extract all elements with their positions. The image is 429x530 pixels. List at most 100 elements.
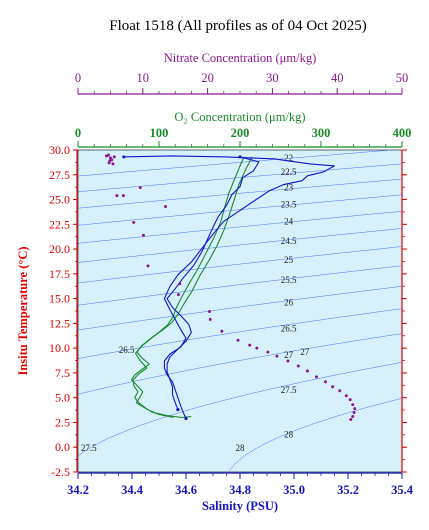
- oxygen-profile-line: [132, 156, 253, 419]
- isopycnal-label: 22: [284, 153, 293, 163]
- temperature-axis-label: Insitu Temperature (°C): [16, 246, 30, 375]
- nitrate-tick-label: 10: [137, 71, 150, 85]
- isopycnal-line: [77, 246, 403, 284]
- isopycnal-line: [77, 149, 392, 177]
- temperature-tick-label: 5.0: [55, 391, 70, 405]
- nitrate-point: [348, 398, 352, 402]
- oxygen-tick-label: 400: [393, 126, 412, 140]
- isopycnal-label: 24: [284, 216, 294, 226]
- isopycnal-label: 28: [284, 429, 294, 439]
- nitrate-point: [351, 403, 355, 407]
- isopycnal-line: [77, 211, 403, 244]
- nitrate-point: [138, 186, 142, 190]
- nitrate-point: [141, 233, 145, 237]
- nitrate-point: [353, 407, 357, 411]
- salinity-profile-point: [122, 155, 126, 159]
- isopycnal-label: 26.5: [281, 323, 297, 333]
- nitrate-point: [351, 415, 355, 419]
- temperature-tick-label: 0.0: [55, 440, 70, 454]
- nitrate-point: [296, 364, 300, 368]
- chart-title: Float 1518 (All profiles as of 04 Oct 20…: [109, 18, 366, 34]
- salinity-axis-label: Salinity (PSU): [202, 499, 278, 513]
- nitrate-point: [352, 411, 356, 415]
- salinity-tick-label: 34.8: [229, 483, 251, 497]
- temperature-tick-label: 12.5: [49, 316, 70, 330]
- oxygen-tick-label: 100: [150, 126, 169, 140]
- isopycnal-line: [77, 333, 403, 395]
- isopycnal-label: 25: [284, 255, 294, 265]
- oxygen-tick-label: 300: [312, 126, 331, 140]
- plot-area: [77, 149, 403, 473]
- oxygen-axis-label: O₂ Concentration (μm/kg): [174, 110, 305, 124]
- nitrate-tick-label: 40: [331, 71, 344, 85]
- nitrate-tick-label: 0: [75, 71, 81, 85]
- nitrate-point: [248, 343, 252, 347]
- nitrate-point: [266, 350, 270, 354]
- isopycnal-line: [77, 163, 403, 193]
- isopycnal-label: 27: [284, 350, 294, 360]
- nitrate-point: [107, 161, 111, 165]
- nitrate-point: [163, 204, 167, 208]
- nitrate-point: [110, 158, 114, 162]
- salinity-tick-label: 34.4: [121, 483, 144, 497]
- nitrate-point: [349, 417, 353, 421]
- isopycnal-line: [77, 286, 403, 331]
- salinity-tick-label: 34.2: [67, 483, 89, 497]
- salinity-profile-point: [238, 155, 242, 159]
- data-layer: [105, 153, 357, 421]
- isopycnal-label: 24.5: [281, 236, 297, 246]
- isopycnal-label: 27.5: [81, 443, 97, 453]
- salinity-tick-label: 35.4: [391, 483, 414, 497]
- temperature-tick-label: 17.5: [49, 267, 70, 281]
- temperature-tick-label: -2.5: [51, 465, 70, 479]
- nitrate-point: [314, 375, 318, 379]
- isopycnal-label: 23.5: [281, 199, 297, 209]
- nitrate-point: [112, 155, 116, 159]
- isopycnal-label: 26: [284, 298, 294, 308]
- temperature-tick-label: 20.0: [49, 242, 70, 256]
- isopycnal-line: [77, 265, 403, 306]
- isopycnal-line: [229, 398, 403, 471]
- nitrate-point: [255, 346, 259, 350]
- nitrate-point: [106, 153, 110, 157]
- temperature-tick-label: 7.5: [55, 366, 70, 380]
- nitrate-point: [121, 194, 125, 198]
- nitrate-tick-label: 20: [201, 71, 214, 85]
- isopycnal-line: [77, 362, 403, 457]
- nitrate-point: [344, 394, 348, 398]
- nitrate-point: [178, 282, 182, 286]
- nitrate-point: [176, 293, 180, 297]
- isopycnal-label: 27: [300, 347, 310, 357]
- isopycnal-label: 26.5: [119, 345, 135, 355]
- axis-ticks-layer: -2.5 0.0 2.5 5.0 7.5 10.0 12.5 15.0 17.5 20.0 22.5…: [49, 71, 414, 497]
- nitrate-point: [146, 264, 150, 268]
- salinity-profile-line: [123, 155, 336, 419]
- temperature-tick-label: 2.5: [55, 415, 70, 429]
- salinity-profile-point: [184, 416, 188, 421]
- isopycnal-line: [77, 308, 403, 359]
- temperature-tick-label: 10.0: [49, 341, 70, 355]
- nitrate-point: [275, 354, 279, 358]
- nitrate-point: [208, 317, 212, 321]
- isopycnal-line: [77, 178, 403, 209]
- isopycnal-line: [77, 194, 403, 226]
- nitrate-point: [111, 162, 115, 166]
- oxygen-tick-label: 200: [231, 126, 250, 140]
- nitrate-point: [208, 309, 212, 313]
- nitrate-point: [331, 385, 335, 389]
- salinity-tick-label: 34.6: [175, 483, 197, 497]
- nitrate-tick-label: 50: [396, 71, 409, 85]
- isopycnal-label: 28: [236, 443, 246, 453]
- nitrate-point: [338, 389, 342, 393]
- nitrate-point: [115, 194, 119, 198]
- salinity-profile-line: [166, 156, 260, 410]
- nitrate-point: [236, 338, 240, 342]
- nitrate-axis-label: Nitrate Concentration (μm/kg): [164, 51, 317, 65]
- isopycnal-label: 22.5: [281, 167, 297, 177]
- salinity-tick-label: 35.2: [337, 483, 359, 497]
- isopycnal-layer: 22 22.5 23 23.5 24 24.5 25 25.5 26 26.5 26.5 27 27 27…: [77, 149, 403, 471]
- temperature-tick-label: 15.0: [49, 292, 70, 306]
- temperature-tick-label: 25.0: [49, 193, 70, 207]
- salinity-tick-label: 35.0: [283, 483, 305, 497]
- isopycnal-label: 23: [284, 183, 294, 193]
